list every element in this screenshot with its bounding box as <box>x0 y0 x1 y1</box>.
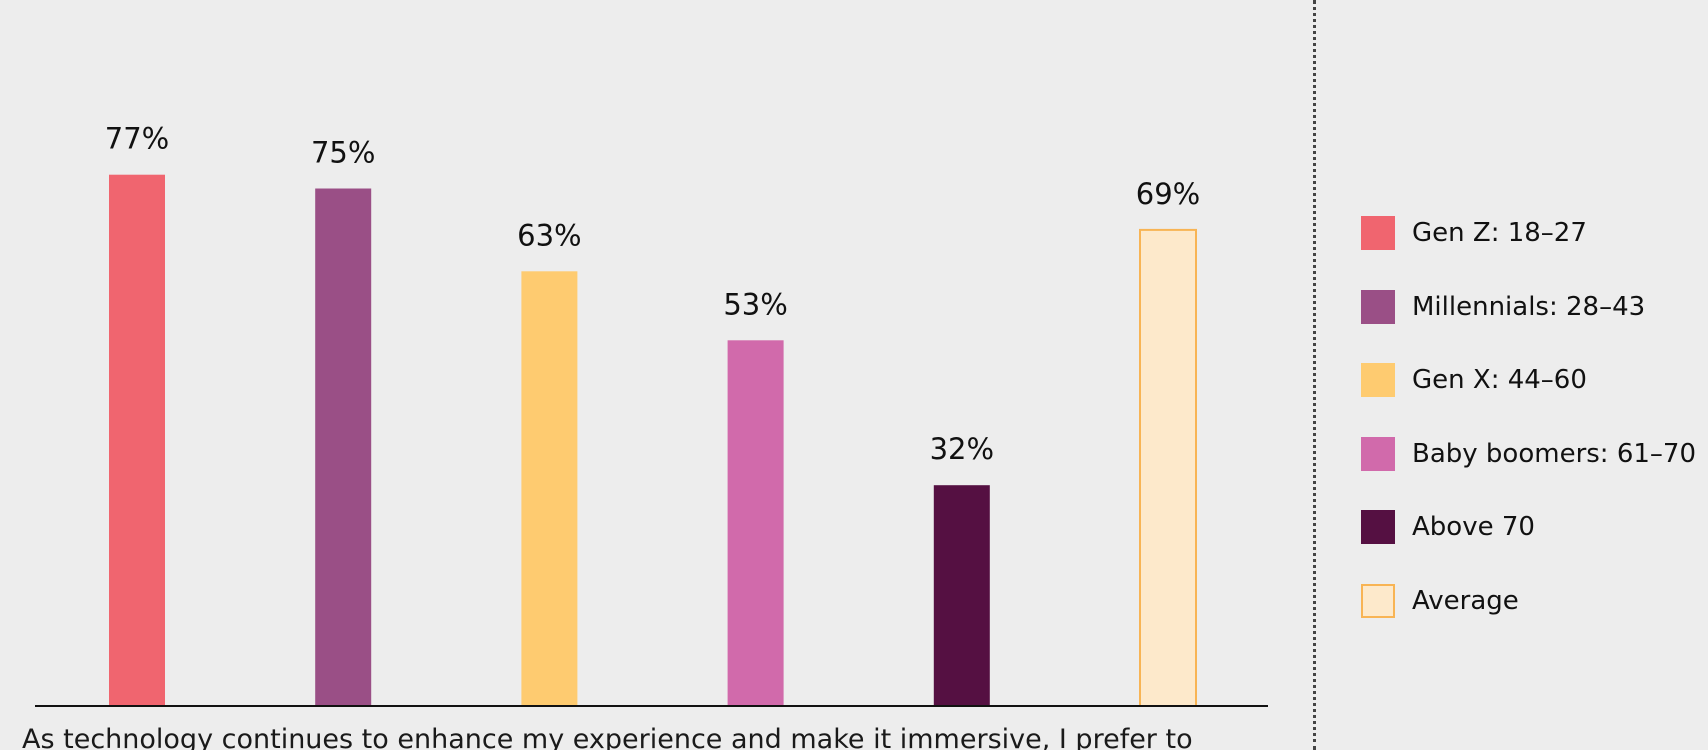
legend-swatch <box>1361 363 1395 397</box>
bar-chart: 77% 75% 63% 53% 32% 69% <box>35 122 1268 707</box>
legend-label: Gen X: 44–60 <box>1412 365 1587 395</box>
legend-label: Baby boomers: 61–70 <box>1412 438 1696 469</box>
legend-item: Gen Z: 18–27 <box>1361 216 1696 250</box>
bar-3 <box>727 340 784 706</box>
bar-1 <box>315 188 372 706</box>
chart-caption: As technology continues to enhance my ex… <box>22 724 1193 750</box>
data-label-0: 77% <box>105 122 169 156</box>
legend-swatch <box>1361 289 1395 324</box>
legend-item: Gen X: 44–60 <box>1361 363 1696 397</box>
legend-swatch <box>1361 436 1395 471</box>
dotted-divider <box>1313 0 1316 750</box>
legend-label: Millennials: 28–43 <box>1412 291 1646 322</box>
legend-label: Above 70 <box>1412 512 1535 542</box>
legend-swatch <box>1361 583 1395 618</box>
bar-5 <box>1139 228 1197 707</box>
legend-label: Average <box>1412 585 1519 616</box>
data-label-2: 63% <box>517 218 581 252</box>
legend-swatch <box>1361 510 1395 544</box>
bar-4 <box>933 485 990 706</box>
legend-label: Gen Z: 18–27 <box>1412 218 1587 248</box>
legend-item: Above 70 <box>1361 510 1696 544</box>
bar-0 <box>109 174 165 706</box>
data-label-4: 32% <box>930 432 994 466</box>
legend-item: Millennials: 28–43 <box>1361 289 1696 324</box>
legend-swatch <box>1361 216 1395 250</box>
legend-item: Baby boomers: 61–70 <box>1361 436 1696 471</box>
data-label-3: 53% <box>723 287 787 321</box>
legend-item: Average <box>1361 583 1696 618</box>
bar-2 <box>521 271 578 706</box>
data-label-1: 75% <box>311 136 375 170</box>
data-label-5: 69% <box>1136 177 1200 211</box>
chart-legend: Gen Z: 18–27 Millennials: 28–43 Gen X: 44–… <box>1361 216 1696 657</box>
